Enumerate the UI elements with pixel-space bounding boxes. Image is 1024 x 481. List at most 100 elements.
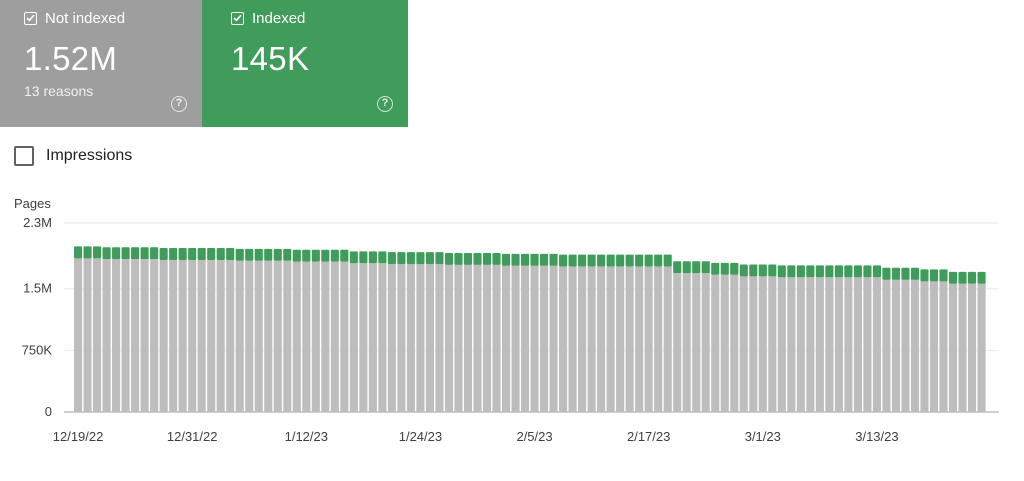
bar-not-indexed <box>83 258 92 412</box>
bar-indexed <box>150 247 159 260</box>
bar-not-indexed <box>349 263 358 412</box>
bar-not-indexed <box>178 259 187 412</box>
bar-not-indexed <box>302 261 311 412</box>
checkbox-checked-icon[interactable] <box>24 11 37 25</box>
bar-indexed <box>692 261 701 274</box>
bar-indexed <box>673 261 682 274</box>
bar-indexed <box>815 265 824 278</box>
bar-indexed <box>340 249 349 262</box>
bar-not-indexed <box>245 260 254 412</box>
bar-not-indexed <box>625 266 634 412</box>
bar-not-indexed <box>102 259 111 412</box>
bar-indexed <box>758 264 767 277</box>
bar-indexed <box>796 265 805 278</box>
bar-not-indexed <box>939 281 948 412</box>
bar-indexed <box>597 254 606 267</box>
bar-not-indexed <box>568 266 577 412</box>
bar-not-indexed <box>777 277 786 412</box>
bar-indexed <box>102 247 111 260</box>
bar-not-indexed <box>616 266 625 412</box>
bar-indexed <box>159 248 168 260</box>
indexed-card[interactable]: Indexed 145K ? <box>202 0 408 127</box>
bar-not-indexed <box>188 259 197 412</box>
bar-indexed <box>768 264 777 277</box>
bar-indexed <box>910 267 920 280</box>
bar-indexed <box>606 254 615 267</box>
bar-indexed <box>378 251 387 264</box>
bar-indexed <box>749 264 758 277</box>
bar-not-indexed <box>283 260 292 412</box>
bar-indexed <box>140 247 149 260</box>
impressions-checkbox[interactable] <box>14 146 34 166</box>
bar-not-indexed <box>131 259 140 412</box>
bar-not-indexed <box>882 279 891 412</box>
bar-indexed <box>625 254 634 267</box>
bar-not-indexed <box>530 265 539 412</box>
bar-not-indexed <box>140 259 149 412</box>
bar-indexed <box>530 253 539 266</box>
help-icon[interactable]: ? <box>171 96 187 112</box>
bar-not-indexed <box>587 266 596 412</box>
bar-not-indexed <box>834 277 843 412</box>
not-indexed-value: 1.52M <box>24 40 118 77</box>
bar-not-indexed <box>977 283 986 412</box>
bar-indexed <box>93 246 102 259</box>
bar-not-indexed <box>872 277 881 412</box>
y-tick-label: 2.3M <box>23 215 52 230</box>
bar-indexed <box>245 248 254 261</box>
bar-not-indexed <box>216 259 225 412</box>
bar-not-indexed <box>378 263 387 412</box>
bar-not-indexed <box>597 266 606 412</box>
bar-not-indexed <box>435 264 444 412</box>
help-icon[interactable]: ? <box>377 96 393 112</box>
bar-not-indexed <box>444 264 454 412</box>
bar-not-indexed <box>311 261 320 412</box>
impressions-label: Impressions <box>46 147 133 164</box>
bar-not-indexed <box>425 264 434 412</box>
bar-not-indexed <box>159 259 168 412</box>
bar-not-indexed <box>958 283 967 412</box>
x-tick-label: 12/31/22 <box>167 429 218 444</box>
bar-indexed <box>882 267 891 280</box>
bar-not-indexed <box>492 264 501 412</box>
bar-indexed <box>853 265 862 278</box>
impressions-toggle[interactable]: Impressions <box>14 146 132 166</box>
bar-not-indexed <box>644 266 653 412</box>
bar-not-indexed <box>844 277 853 412</box>
bar-not-indexed <box>863 277 872 412</box>
indexed-label: Indexed <box>252 9 306 27</box>
bar-not-indexed <box>121 259 130 412</box>
bars <box>74 246 986 412</box>
bar-indexed <box>501 253 511 266</box>
bar-not-indexed <box>74 258 83 412</box>
x-ticks: 12/19/22 12/31/22 1/12/23 1/24/23 2/5/23 2/17… <box>53 429 899 444</box>
checkbox-checked-icon[interactable] <box>231 11 244 25</box>
bar-indexed <box>948 271 958 284</box>
not-indexed-reasons: 13 reasons <box>24 83 94 99</box>
bar-not-indexed <box>578 266 587 412</box>
bar-indexed <box>977 271 986 284</box>
bar-indexed <box>292 249 301 262</box>
bar-indexed <box>397 252 406 265</box>
status-cards: Not indexed 1.52M 13 reasons ? Indexed 1… <box>0 0 408 127</box>
bar-indexed <box>197 248 206 260</box>
bar-indexed <box>711 262 720 275</box>
bar-indexed <box>188 248 197 260</box>
bar-indexed <box>311 249 320 262</box>
bar-not-indexed <box>663 266 672 412</box>
bar-indexed <box>264 248 273 261</box>
bar-not-indexed <box>330 261 339 412</box>
bar-indexed <box>178 248 187 260</box>
bar-indexed <box>330 249 339 262</box>
bar-indexed <box>616 254 625 267</box>
bar-indexed <box>654 254 663 267</box>
bar-not-indexed <box>321 261 330 412</box>
bar-indexed <box>254 248 263 261</box>
bar-indexed <box>682 261 691 274</box>
bar-indexed <box>825 265 834 278</box>
not-indexed-card[interactable]: Not indexed 1.52M 13 reasons ? <box>0 0 202 127</box>
bar-not-indexed <box>520 265 530 412</box>
bar-indexed <box>872 265 881 278</box>
bar-not-indexed <box>226 259 235 412</box>
bar-not-indexed <box>501 265 511 412</box>
